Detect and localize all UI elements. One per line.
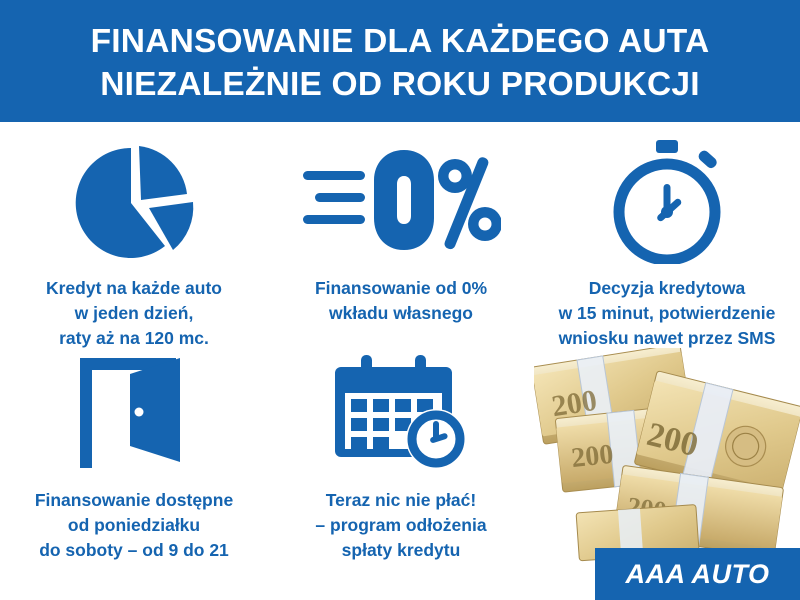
svg-text:200: 200 [570,439,615,474]
zero-percent-icon [301,136,501,266]
banknote-stacks-icon: 200 200 200 [534,348,800,562]
headline-line-2: NIEZALEŻNIE OD ROKU PRODUKCJI [100,66,700,103]
features-grid: Kredyt na każde auto w jeden dzień, raty… [0,122,800,600]
brand-logo: AAA AUTO [595,548,800,600]
feature-caption: Finansowanie dostępne od poniedziałku do… [34,490,234,560]
feature-caption: Decyzja kredytowa w 15 minut, potwierdze… [558,278,776,348]
headline-line-1: FINANSOWANIE DLA KAŻDEGO AUTA [90,23,710,61]
open-door-icon [72,348,196,478]
feature-item-deferred-payment: Teraz nic nie płać! – program odłożenia … [268,348,534,563]
header-banner: FINANSOWANIE DLA KAŻDEGO AUTA NIEZALEŻNI… [0,0,800,122]
feature-item-zero-percent: Finansowanie od 0% wkładu własnego [268,136,534,326]
pie-chart-icon [69,136,199,266]
money-logo-block: 200 200 200 [534,348,800,600]
feature-caption: Teraz nic nie płać! – program odłożenia … [315,490,487,560]
stopwatch-icon [602,136,732,266]
feature-caption: Finansowanie od 0% wkładu własnego [314,278,488,323]
feature-caption: Kredyt na każde auto w jeden dzień, raty… [45,278,223,348]
feature-item-availability: Finansowanie dostępne od poniedziałku do… [0,348,268,563]
feature-item-credit: Kredyt na każde auto w jeden dzień, raty… [0,136,268,351]
brand-logo-text: AAA AUTO [625,558,770,589]
calendar-clock-icon [333,348,469,478]
feature-item-decision: Decyzja kredytowa w 15 minut, potwierdze… [534,136,800,351]
